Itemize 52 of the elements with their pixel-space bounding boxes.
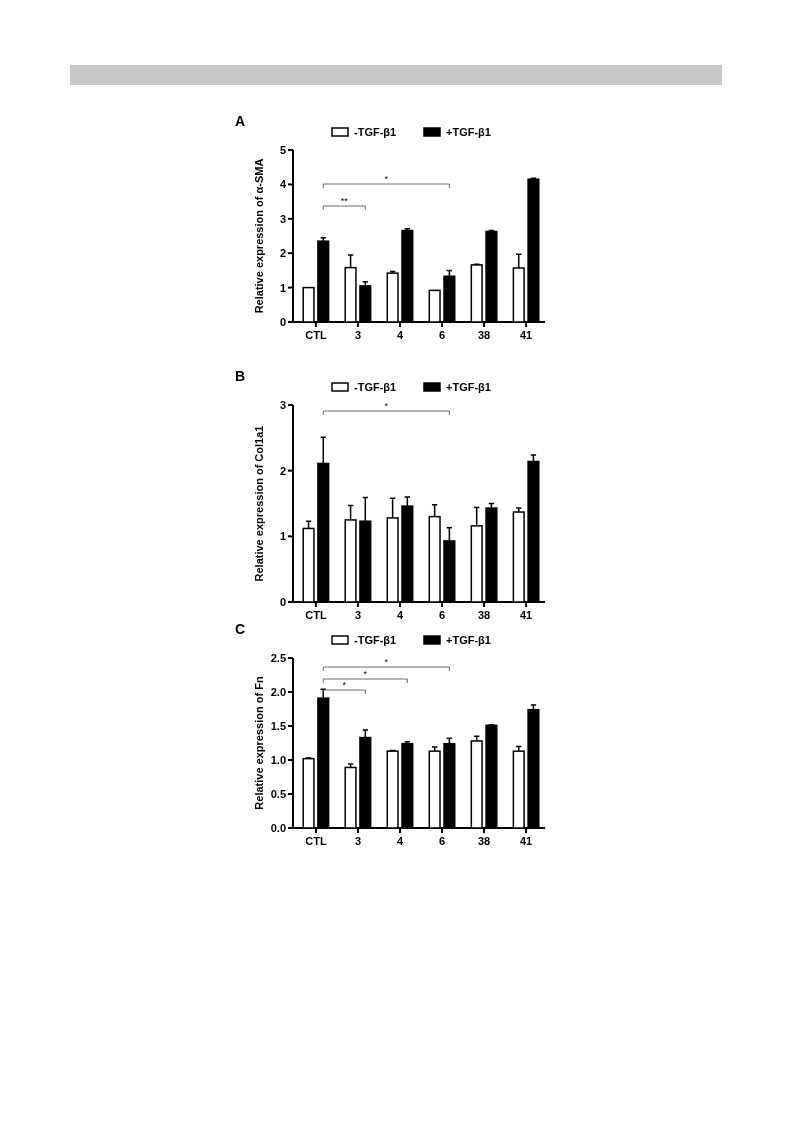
y-axis-title: Relative expression of Fn: [253, 676, 265, 810]
x-tick-label: 3: [354, 329, 362, 341]
y-tick-label: 1.0: [270, 754, 286, 766]
x-tick-label: 3: [354, 609, 362, 621]
x-tick-label: 38: [477, 609, 491, 621]
x-tick-label: 4: [396, 329, 404, 341]
x-tick-label: 41: [519, 329, 533, 341]
x-tick-label: 38: [477, 329, 491, 341]
y-tick-label: 1.5: [270, 720, 286, 732]
y-tick-label: 5: [279, 144, 286, 156]
annotation: *: [384, 657, 389, 667]
x-tick-label: 6: [438, 609, 446, 621]
x-tick-label: 4: [396, 835, 404, 847]
x-tick-label: 6: [438, 835, 446, 847]
annotation: *: [384, 174, 389, 184]
y-tick-label: 3: [279, 399, 286, 411]
chart-title: A: [235, 113, 246, 129]
y-tick-label: 1: [279, 530, 286, 543]
y-tick-label: 0: [279, 596, 286, 608]
x-tick-label: 41: [519, 609, 533, 621]
legend-label: +TGF-β1: [446, 634, 491, 646]
x-tick-label: 6: [438, 329, 446, 341]
x-tick-label: CTL: [305, 329, 327, 341]
annotation: **: [340, 196, 349, 206]
y-tick-label: 1: [279, 281, 286, 294]
legend-label: -TGF-β1: [354, 126, 397, 138]
x-tick-label: CTL: [305, 609, 327, 621]
x-tick-label: 3: [354, 835, 362, 847]
legend-label: +TGF-β1: [446, 381, 491, 393]
y-tick-label: 4: [279, 178, 287, 191]
y-axis-title: Relative expression of α-SMA: [253, 158, 265, 314]
x-tick-label: 4: [396, 609, 404, 621]
y-tick-label: 2.0: [270, 686, 286, 698]
x-tick-label: 41: [519, 835, 533, 847]
annotation: *: [342, 680, 347, 690]
y-tick-label: 0.0: [270, 822, 286, 834]
y-tick-label: 2.5: [270, 652, 286, 664]
y-tick-label: 0.5: [270, 788, 286, 800]
legend-label: -TGF-β1: [354, 381, 397, 393]
y-tick-label: 2: [279, 247, 286, 260]
y-tick-label: 0: [279, 316, 286, 328]
annotation: *: [384, 401, 389, 411]
chart-title: C: [235, 621, 246, 637]
y-tick-label: 3: [279, 212, 286, 225]
x-tick-label: 38: [477, 835, 491, 847]
x-tick-label: CTL: [305, 835, 327, 847]
legend-label: +TGF-β1: [446, 126, 491, 138]
y-axis-title: Relative expression of Col1a1: [253, 425, 265, 582]
y-tick-label: 2: [279, 464, 286, 477]
legend-label: -TGF-β1: [354, 634, 397, 646]
annotation: *: [363, 669, 368, 679]
chart-title: B: [235, 368, 246, 384]
